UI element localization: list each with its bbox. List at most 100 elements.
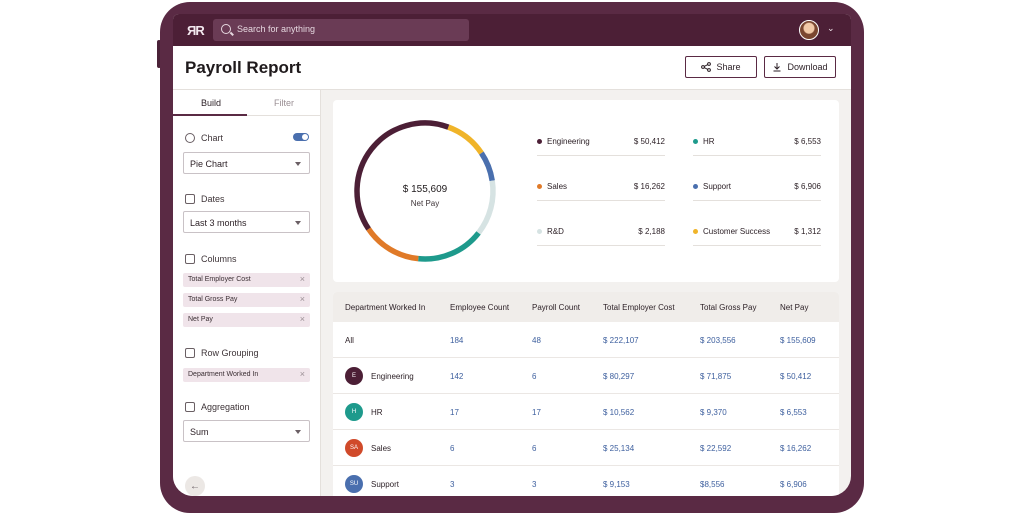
legend-item-engineering: Engineering $ 50,412 xyxy=(537,128,665,156)
net-pay[interactable]: $ 6,553 xyxy=(780,408,807,417)
search-box[interactable]: Search for anything xyxy=(213,19,469,41)
donut-segment-r-d[interactable] xyxy=(476,180,496,235)
chart-type-select[interactable]: Pie Chart xyxy=(183,152,310,174)
employer-cost[interactable]: $ 10,562 xyxy=(603,408,635,417)
dept-badge: H xyxy=(345,403,363,421)
table-row[interactable]: E Engineering 142 6 $ 80,297 $ 71,875 $ … xyxy=(333,358,839,394)
legend-value: $ 6,553 xyxy=(794,137,821,146)
column-chip[interactable]: Total Employer Cost × xyxy=(183,273,310,287)
net-pay[interactable]: $ 6,906 xyxy=(780,480,807,489)
report-builder-sidebar: Build Filter Chart Pie Chart Dates Last … xyxy=(173,90,321,496)
legend-dot xyxy=(537,139,542,144)
chart-section: Chart xyxy=(185,133,223,143)
donut-segment-support[interactable] xyxy=(479,151,495,182)
net-pay[interactable]: $ 155,609 xyxy=(780,336,816,345)
column-header[interactable]: Total Gross Pay xyxy=(700,303,757,312)
close-icon[interactable]: × xyxy=(299,274,305,284)
gross-pay[interactable]: $ 9,370 xyxy=(700,408,727,417)
dept-name: HR xyxy=(371,408,383,417)
column-header[interactable]: Payroll Count xyxy=(532,303,581,312)
active-tab-indicator xyxy=(173,114,247,116)
table-row[interactable]: All 184 48 $ 222,107 $ 203,556 $ 155,609 xyxy=(333,322,839,358)
employer-cost[interactable]: $ 80,297 xyxy=(603,372,635,381)
employee-count[interactable]: 184 xyxy=(450,336,464,345)
donut-segment-engineering[interactable] xyxy=(354,120,450,231)
share-button[interactable]: Share xyxy=(685,56,757,78)
dates-select[interactable]: Last 3 months xyxy=(183,211,310,233)
search-input[interactable]: Search for anything xyxy=(237,24,316,34)
employer-cost[interactable]: $ 222,107 xyxy=(603,336,639,345)
tab-filter[interactable]: Filter xyxy=(274,98,294,108)
dept-badge: SA xyxy=(345,439,363,457)
calendar-icon xyxy=(185,194,195,204)
download-icon xyxy=(773,63,781,72)
gross-pay[interactable]: $ 203,556 xyxy=(700,336,736,345)
column-header[interactable]: Employee Count xyxy=(450,303,510,312)
gross-pay[interactable]: $ 71,875 xyxy=(700,372,732,381)
payroll-count[interactable]: 48 xyxy=(532,336,541,345)
close-icon[interactable]: × xyxy=(299,314,305,324)
table-row[interactable]: H HR 17 17 $ 10,562 $ 9,370 $ 6,553 xyxy=(333,394,839,430)
legend-dot xyxy=(537,229,542,234)
net-pay[interactable]: $ 50,412 xyxy=(780,372,812,381)
column-chip-label: Net Pay xyxy=(188,316,213,323)
close-icon[interactable]: × xyxy=(299,294,305,304)
payroll-count[interactable]: 6 xyxy=(532,444,537,453)
employee-count[interactable]: 17 xyxy=(450,408,459,417)
tab-build[interactable]: Build xyxy=(201,98,222,108)
legend-value: $ 16,262 xyxy=(633,182,665,191)
donut-total-value: $ 155,609 xyxy=(402,184,448,195)
legend-value: $ 1,312 xyxy=(794,227,821,236)
employee-count[interactable]: 6 xyxy=(450,444,455,453)
gross-pay[interactable]: $ 22,592 xyxy=(700,444,732,453)
legend-value: $ 6,906 xyxy=(794,182,821,191)
payroll-count[interactable]: 3 xyxy=(532,480,537,489)
column-header[interactable]: Total Employer Cost xyxy=(603,303,675,312)
legend-dot xyxy=(537,184,542,189)
chevron-down-icon[interactable]: ⌄ xyxy=(827,23,835,33)
aggregation-select[interactable]: Sum xyxy=(183,420,310,442)
row-grouping-chip[interactable]: Department Worked In × xyxy=(183,368,310,382)
table-row[interactable]: SU Support 3 3 $ 9,153 $8,556 $ 6,906 xyxy=(333,466,839,496)
payroll-count[interactable]: 17 xyxy=(532,408,541,417)
app-logo[interactable]: ЯR xyxy=(187,23,205,38)
top-bar: ЯR Search for anything ⌄ xyxy=(173,14,851,46)
collapse-sidebar-button[interactable]: ← xyxy=(185,476,205,496)
aggregation-label: Aggregation xyxy=(201,402,250,412)
columns-icon xyxy=(185,254,195,264)
net-pay[interactable]: $ 16,262 xyxy=(780,444,812,453)
download-button[interactable]: Download xyxy=(764,56,836,78)
column-chip[interactable]: Net Pay × xyxy=(183,313,310,327)
legend-item-support: Support $ 6,906 xyxy=(693,173,821,201)
chart-toggle[interactable] xyxy=(293,133,309,141)
legend-name: HR xyxy=(703,137,715,146)
legend-name: Support xyxy=(703,182,732,191)
donut-segment-customer-success[interactable] xyxy=(447,124,484,155)
legend-item-rnd: R&D $ 2,188 xyxy=(537,218,665,246)
donut-segment-hr[interactable] xyxy=(418,231,481,262)
legend-dot xyxy=(693,139,698,144)
donut-segment-sales[interactable] xyxy=(366,227,419,262)
employer-cost[interactable]: $ 25,134 xyxy=(603,444,635,453)
pie-chart-icon xyxy=(185,133,195,143)
column-header[interactable]: Department Worked In xyxy=(345,303,426,312)
close-icon[interactable]: × xyxy=(299,369,305,379)
column-chip[interactable]: Total Gross Pay × xyxy=(183,293,310,307)
app-screen: ЯR Search for anything ⌄ Payroll Report … xyxy=(173,14,851,496)
row-grouping-label: Row Grouping xyxy=(201,348,259,358)
legend-item-hr: HR $ 6,553 xyxy=(693,128,821,156)
list-icon xyxy=(185,348,195,358)
column-header[interactable]: Net Pay xyxy=(780,303,809,312)
table-row[interactable]: SA Sales 6 6 $ 25,134 $ 22,592 $ 16,262 xyxy=(333,430,839,466)
legend-item-customer-success: Customer Success $ 1,312 xyxy=(693,218,821,246)
employee-count[interactable]: 3 xyxy=(450,480,455,489)
employee-count[interactable]: 142 xyxy=(450,372,464,381)
row-grouping-section: Row Grouping xyxy=(185,348,259,358)
legend-name: Customer Success xyxy=(703,227,771,236)
gross-pay[interactable]: $8,556 xyxy=(700,480,725,489)
avatar[interactable] xyxy=(799,20,819,40)
donut-total-label: Net Pay xyxy=(410,199,440,208)
sidebar-tabs: Build Filter xyxy=(173,90,321,116)
payroll-count[interactable]: 6 xyxy=(532,372,537,381)
employer-cost[interactable]: $ 9,153 xyxy=(603,480,630,489)
